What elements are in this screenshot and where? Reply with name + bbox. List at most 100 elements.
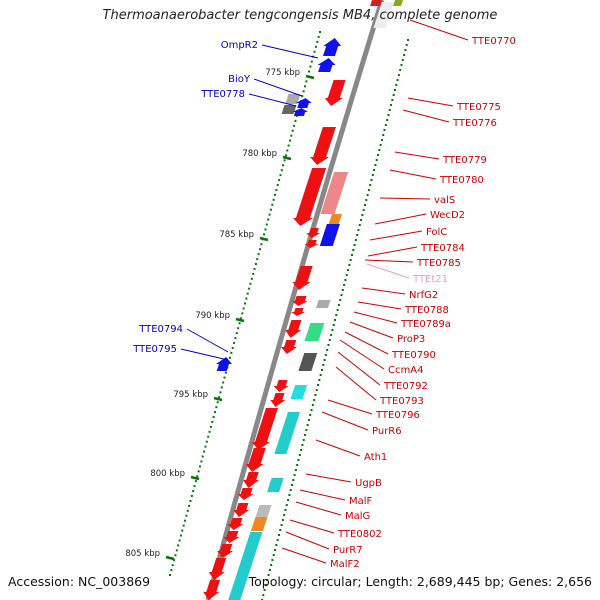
forward-gene-label[interactable]: TTE0792 — [383, 381, 428, 392]
forward-gene-label[interactable]: TTE0776 — [452, 118, 497, 129]
forward-gene-label[interactable]: valS — [434, 195, 455, 206]
forward-gene-label[interactable]: TTE0784 — [420, 243, 465, 254]
forward-gene-arrow — [243, 472, 260, 488]
forward-leader-line — [344, 331, 389, 355]
forward-gene-label[interactable]: PurR6 — [372, 426, 402, 437]
inner-rail-dot — [169, 574, 171, 576]
forward-gene-label[interactable]: WecD2 — [430, 210, 465, 221]
forward-gene-label[interactable]: MalG — [345, 511, 370, 522]
outer-rail-dot — [305, 429, 308, 431]
kbp-major-tick — [259, 236, 269, 242]
inner-rail-dot — [179, 534, 182, 537]
outer-rail-dot — [318, 379, 321, 381]
forward-gene-label[interactable]: TTE0802 — [337, 529, 382, 540]
kbp-major-tick — [190, 475, 200, 481]
outer-rail-dot — [276, 539, 279, 541]
forward-gene-label[interactable]: UgpB — [355, 478, 382, 489]
inner-rail-dot — [182, 524, 185, 527]
outer-rail-dot — [328, 339, 331, 341]
forward-gene-label[interactable]: TTE0775 — [456, 102, 501, 113]
forward-leader-line — [349, 321, 394, 339]
outer-rail-dot — [322, 364, 325, 366]
inner-rail-dot — [193, 485, 196, 488]
outer-rail-dot — [350, 254, 353, 256]
genome-title: Thermoanaerobacter tengcongensis MB4, co… — [102, 8, 498, 23]
inner-rail-dot — [184, 519, 186, 522]
kbp-major-tick — [305, 74, 315, 80]
outer-rail-dot — [335, 314, 338, 316]
inner-rail-dot — [199, 465, 201, 468]
gene-block — [274, 412, 300, 454]
outer-rail-dot — [370, 179, 373, 181]
inner-rail-dot — [294, 119, 297, 122]
inner-rail-dot — [276, 184, 279, 187]
forward-gene-label[interactable]: TTEt21 — [412, 274, 448, 285]
forward-gene-label[interactable]: TTE0793 — [379, 396, 424, 407]
forward-gene-label[interactable]: TTE0796 — [375, 410, 420, 421]
inner-rail-dot — [271, 203, 274, 206]
forward-gene-arrow — [292, 266, 313, 290]
outer-rail-dot — [404, 49, 407, 51]
inner-rail-dot — [204, 445, 207, 448]
inner-rail-dot — [235, 332, 238, 335]
inner-rail-dot — [208, 430, 211, 433]
forward-gene-label[interactable]: CcmA4 — [388, 365, 423, 376]
inner-rail-dot — [186, 509, 189, 512]
inner-rail-dot — [209, 425, 212, 428]
outer-rail-dot — [393, 89, 396, 91]
forward-gene-label[interactable]: NrfG2 — [409, 290, 438, 301]
reverse-gene-label[interactable]: BioY — [228, 74, 251, 85]
outer-rail-dot — [297, 459, 300, 461]
reverse-gene-label[interactable]: TTE0778 — [200, 89, 245, 100]
forward-gene-label[interactable]: TTE0785 — [416, 258, 461, 269]
forward-gene-label[interactable]: TTE0790 — [391, 350, 436, 361]
outer-rail-dot — [374, 164, 377, 166]
outer-rail-dot — [315, 389, 318, 391]
forward-gene-label[interactable]: Ath1 — [364, 452, 387, 463]
forward-gene-label[interactable]: PurR7 — [333, 545, 363, 556]
forward-leader-line — [335, 366, 377, 401]
forward-gene-label[interactable]: ProP3 — [397, 334, 425, 345]
outer-rail-dot — [326, 349, 329, 351]
forward-gene-label[interactable]: TTE0789a — [400, 319, 451, 330]
outer-rail-dot — [262, 594, 265, 596]
inner-rail-dot — [302, 90, 305, 93]
outer-rail-dot — [369, 184, 372, 186]
outer-rail-dot — [317, 384, 320, 386]
reverse-gene-label[interactable]: TTE0795 — [132, 344, 177, 355]
forward-gene-label[interactable]: TTE0770 — [471, 36, 516, 47]
forward-gene-label[interactable]: TTE0788 — [404, 305, 449, 316]
forward-gene-label[interactable]: TTE0779 — [442, 155, 487, 166]
outer-rail-dot — [288, 494, 291, 496]
reverse-leader-line — [261, 44, 319, 59]
reverse-gene-label[interactable]: OmpR2 — [221, 40, 258, 51]
inner-rail-dot — [214, 411, 216, 414]
forward-gene-arrow — [208, 558, 227, 580]
reverse-leader-line — [253, 78, 303, 97]
outer-rail-dot — [332, 324, 335, 326]
forward-leader-line — [339, 339, 385, 370]
forward-gene-label[interactable]: MalF2 — [330, 559, 360, 570]
forward-leader-line — [364, 259, 414, 263]
inner-rail-dot — [265, 223, 268, 226]
forward-leader-line — [281, 547, 327, 564]
topology-text: Topology: circular; Length: 2,689,445 bp… — [248, 574, 592, 589]
inner-rail-dot — [242, 307, 245, 310]
reverse-gene-label[interactable]: TTE0794 — [138, 324, 183, 335]
inner-rail-dot — [222, 381, 225, 384]
outer-rail-dot — [340, 294, 343, 296]
inner-rail-dot — [248, 287, 251, 290]
outer-rail-dot — [388, 109, 391, 111]
inner-rail-dot — [272, 198, 275, 201]
inner-rail-dot — [170, 569, 173, 572]
forward-leader-line — [379, 197, 431, 200]
outer-rail-dot — [397, 74, 400, 76]
forward-gene-label[interactable]: FolC — [426, 227, 447, 238]
kbp-label: 790 kbp — [195, 311, 230, 321]
forward-gene-label[interactable]: MalF — [349, 496, 373, 507]
outer-rail-dot — [357, 229, 360, 231]
forward-gene-label[interactable]: TTE0780 — [439, 175, 484, 186]
gene-block — [304, 323, 325, 341]
outer-rail-dot — [284, 509, 287, 511]
forward-gene-arrow — [285, 320, 302, 338]
